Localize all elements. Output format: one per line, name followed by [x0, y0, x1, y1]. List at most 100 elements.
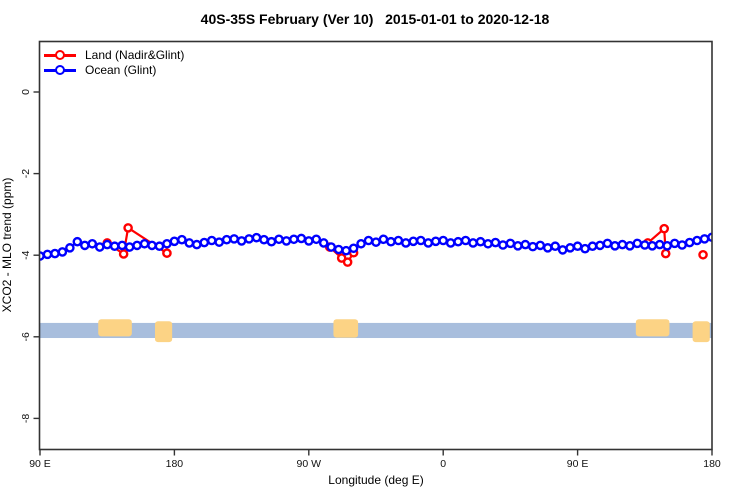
ocean-point: [356, 238, 366, 249]
ocean-point: [251, 232, 262, 243]
ocean-point: [401, 238, 411, 248]
ocean-point: [147, 240, 157, 251]
land-point: [118, 249, 129, 259]
ocean-point: [132, 240, 142, 251]
ocean-point: [445, 238, 456, 248]
ocean-point: [65, 243, 75, 253]
ocean-point: [669, 238, 680, 249]
x-tick-label: 90 E: [29, 458, 51, 470]
ocean-point: [483, 238, 493, 249]
ocean-point: [371, 237, 381, 247]
land-point: [698, 249, 708, 260]
legend-item-ocean: Ocean (Glint): [44, 63, 184, 78]
y-tick-label: -6: [20, 332, 32, 341]
legend: Land (Nadir&Glint) Ocean (Glint): [44, 48, 184, 78]
ocean-point: [580, 243, 590, 254]
ocean-point: [289, 234, 299, 245]
ocean-point: [169, 236, 180, 247]
ocean-series-marker-icon: [44, 64, 76, 77]
ocean-point: [244, 234, 254, 244]
ocean-point: [692, 235, 702, 246]
ocean-point: [333, 244, 344, 255]
ocean-point: [281, 236, 292, 246]
x-tick-label: 90 W: [297, 458, 322, 470]
plot-clipped-group: [39, 223, 712, 343]
ocean-point: [378, 234, 389, 245]
ocean-point: [430, 236, 441, 247]
ocean-point: [707, 232, 712, 243]
ocean-point: [206, 235, 217, 246]
map-strip-land: [692, 321, 710, 343]
ocean-point: [311, 234, 322, 245]
ocean-point: [80, 240, 90, 251]
ocean-point: [57, 247, 68, 257]
ocean-point: [475, 236, 486, 247]
map-strip-land: [98, 319, 132, 337]
plot-area: 90 E 180 90 W 0 90 E 180 0 -2 -4 -6 -8: [20, 40, 721, 470]
ocean-point: [393, 235, 404, 246]
ocean-point: [266, 236, 277, 247]
land-point: [162, 248, 172, 258]
ocean-point: [647, 241, 658, 251]
ocean-point: [557, 245, 568, 255]
ocean-point: [386, 236, 396, 247]
ocean-point: [191, 239, 202, 250]
ocean-point: [684, 237, 695, 248]
ocean-point: [699, 234, 710, 244]
land-series-marker-icon: [44, 49, 76, 62]
ocean-point: [572, 241, 583, 252]
ocean-point: [154, 241, 165, 252]
ocean-point: [677, 240, 687, 250]
ocean-point: [124, 242, 135, 252]
legend-label-land: Land (Nadir&Glint): [85, 48, 185, 62]
ocean-point: [139, 238, 150, 249]
ocean-point: [72, 236, 83, 247]
y-tick-label: -4: [20, 250, 32, 259]
ocean-point: [617, 239, 628, 250]
ocean-point: [654, 239, 665, 250]
ocean-point: [109, 241, 120, 252]
ocean-point: [490, 237, 501, 248]
ocean-point: [221, 234, 232, 245]
land-point: [659, 223, 670, 234]
ocean-point: [303, 236, 314, 246]
x-tick-label: 180: [703, 458, 721, 470]
y-tick-label: -8: [20, 414, 32, 423]
y-tick-label: -2: [20, 169, 32, 178]
ocean-point: [625, 241, 635, 251]
ocean-point: [595, 240, 605, 251]
ocean-point: [296, 233, 307, 244]
x-tick-label: 0: [440, 458, 446, 470]
ocean-point: [542, 243, 553, 253]
ocean-point: [513, 241, 523, 251]
ocean-point: [177, 234, 187, 245]
y-axis-title: XCO2 - MLO trend (ppm): [0, 178, 14, 313]
map-strip-land: [635, 319, 670, 337]
ocean-point: [632, 238, 643, 249]
ocean-point: [363, 235, 374, 246]
ocean-point: [236, 236, 247, 246]
ocean-point: [259, 234, 269, 245]
plot-box: [38, 40, 713, 451]
ocean-point: [610, 241, 620, 251]
ocean-point: [640, 240, 650, 250]
ocean-point: [423, 238, 434, 248]
ocean-point: [274, 234, 284, 245]
chart-title: 40S-35S February (Ver 10) 2015-01-01 to …: [200, 11, 550, 27]
ocean-point: [42, 249, 53, 260]
legend-label-ocean: Ocean (Glint): [85, 63, 157, 77]
map-strip-ocean: [40, 322, 712, 339]
ocean-point: [453, 236, 463, 247]
land-point: [342, 257, 353, 267]
ocean-point: [94, 242, 105, 252]
ocean-point: [199, 237, 210, 248]
x-axis-title: Longitude (deg E): [328, 473, 423, 487]
ocean-point: [468, 238, 478, 248]
ocean-point: [326, 242, 337, 252]
ocean-point: [528, 241, 538, 252]
ocean-point: [460, 235, 471, 246]
ocean-point: [341, 245, 351, 256]
legend-item-land: Land (Nadir&Glint): [44, 48, 184, 63]
